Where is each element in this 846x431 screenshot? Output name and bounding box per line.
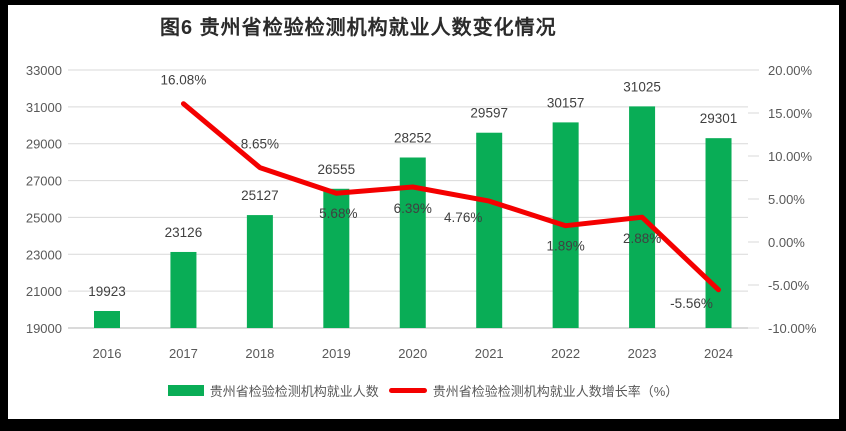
bar-value-label: 31025: [623, 79, 661, 94]
bar-2020: [399, 157, 426, 328]
line-value-label: 4.76%: [444, 210, 482, 225]
x-axis-label: 2019: [322, 346, 351, 361]
x-axis-label: 2017: [169, 346, 198, 361]
bar-value-label: 29597: [470, 106, 508, 121]
legend-item-employment: 贵州省检验检测机构就业人数: [167, 381, 379, 400]
line-value-label: -5.56%: [670, 296, 713, 311]
left-axis-tick-label: 33000: [26, 63, 62, 78]
chart-title: 图6 贵州省检验检测机构就业人数变化情况: [160, 17, 557, 39]
right-axis-tick-label: 15.00%: [768, 106, 813, 121]
bar-2024: [705, 138, 732, 328]
bar-2019: [323, 188, 350, 328]
bar-value-label: 25127: [241, 188, 279, 203]
x-axis-label: 2018: [245, 346, 274, 361]
line-value-label: 8.65%: [241, 137, 279, 152]
right-axis-tick-label: 10.00%: [768, 149, 813, 164]
left-axis-tick-label: 19000: [26, 321, 62, 336]
bar-2016: [94, 310, 120, 328]
right-axis-tick-label: -10.00%: [768, 321, 817, 336]
line-value-label: 2.88%: [623, 231, 661, 246]
right-axis-tick-label: -5.00%: [768, 278, 810, 293]
left-axis-tick-label: 21000: [26, 284, 62, 299]
x-axis-label: 2023: [628, 346, 657, 361]
right-axis-tick-label: 0.00%: [768, 235, 805, 250]
bar-swatch-icon: [167, 385, 204, 396]
bar-2021: [476, 132, 503, 328]
legend-label-employment: 贵州省检验检测机构就业人数: [209, 384, 379, 399]
bar-value-label: 29301: [700, 111, 738, 126]
bar-value-label: 26555: [318, 162, 356, 177]
bar-value-label: 28252: [394, 130, 432, 145]
line-value-label: 1.89%: [546, 239, 584, 254]
bar-value-label: 19923: [88, 284, 126, 299]
left-axis-tick-label: 27000: [26, 174, 62, 189]
line-value-label: 16.08%: [161, 73, 207, 88]
legend-label-growth-rate: 贵州省检验检测机构就业人数增长率（%）: [432, 384, 679, 399]
legend-item-growth-rate: 贵州省检验检测机构就业人数增长率（%）: [388, 381, 679, 400]
line-value-label: 6.39%: [394, 201, 432, 216]
line-value-label: 5.68%: [319, 206, 357, 221]
bar-value-label: 30157: [547, 95, 585, 110]
legend: 贵州省检验检测机构就业人数 贵州省检验检测机构就业人数增长率（%）: [0, 381, 846, 400]
right-axis-tick-label: 20.00%: [768, 63, 813, 78]
left-axis-tick-label: 31000: [26, 100, 62, 115]
left-axis-tick-label: 29000: [26, 137, 62, 152]
x-axis-label: 2022: [551, 346, 580, 361]
line-swatch-icon: [388, 388, 427, 393]
bar-2017: [170, 251, 197, 328]
bar-value-label: 23126: [165, 225, 203, 240]
x-axis-label: 2016: [93, 346, 122, 361]
x-axis-label: 2021: [475, 346, 504, 361]
left-axis-tick-label: 25000: [26, 210, 62, 225]
bar-2018: [246, 215, 273, 328]
x-axis-label: 2020: [398, 346, 427, 361]
left-axis-tick-label: 23000: [26, 247, 62, 262]
growth-rate-line: [180, 101, 722, 293]
right-axis-tick-label: 5.00%: [768, 192, 805, 207]
x-axis-label: 2024: [704, 346, 733, 361]
